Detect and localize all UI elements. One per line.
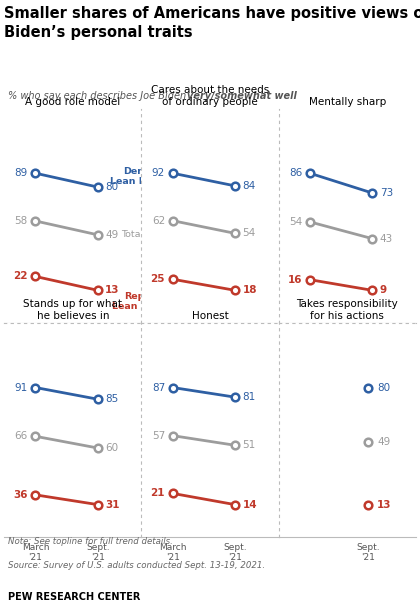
Text: Note: See topline for full trend details.: Note: See topline for full trend details… [8,537,173,546]
Text: 80: 80 [105,182,118,192]
Text: 66: 66 [15,431,28,441]
Text: 84: 84 [242,181,256,191]
Text: Source: Survey of U.S. adults conducted Sept. 13-19, 2021.: Source: Survey of U.S. adults conducted … [8,561,265,570]
Text: 18: 18 [242,285,257,295]
Title: A good role model: A good role model [25,97,121,107]
Text: 13: 13 [105,285,120,295]
Title: Cares about the needs
of ordinary people: Cares about the needs of ordinary people [151,85,269,107]
Text: 89: 89 [15,168,28,178]
Text: 85: 85 [105,394,118,404]
Text: 80: 80 [377,383,390,392]
Text: 51: 51 [242,440,256,450]
Title: Takes responsibility
for his actions: Takes responsibility for his actions [297,299,398,321]
Text: 22: 22 [13,272,28,282]
Text: 86: 86 [289,168,302,178]
Text: 62: 62 [152,216,165,225]
Text: % who say each describes Joe Biden: % who say each describes Joe Biden [8,91,189,101]
Title: Stands up for what
he believes in: Stands up for what he believes in [23,299,122,321]
Text: 57: 57 [152,431,165,440]
Text: 36: 36 [13,490,28,500]
Title: Honest: Honest [192,311,228,321]
Text: 21: 21 [151,488,165,498]
Text: 92: 92 [152,168,165,178]
Text: 25: 25 [151,274,165,284]
Text: Smaller shares of Americans have positive views of
Biden’s personal traits: Smaller shares of Americans have positiv… [4,6,420,40]
Title: Mentally sharp: Mentally sharp [309,97,386,107]
Text: 73: 73 [380,188,393,198]
Text: Rep/
Lean Rep: Rep/ Lean Rep [112,292,161,311]
Text: Total: Total [121,230,143,240]
Text: 49: 49 [105,230,118,240]
Text: 43: 43 [380,233,393,243]
Text: 16: 16 [288,275,302,285]
Text: 91: 91 [15,383,28,392]
Text: 14: 14 [242,500,257,509]
Text: PEW RESEARCH CENTER: PEW RESEARCH CENTER [8,592,141,602]
Text: 87: 87 [152,383,165,392]
Text: Dem/
Lean Dem: Dem/ Lean Dem [110,166,163,185]
Text: 60: 60 [105,443,118,453]
Text: 81: 81 [242,392,256,402]
Text: 54: 54 [289,217,302,227]
Text: 49: 49 [377,437,390,447]
Text: 54: 54 [242,229,256,238]
Text: 9: 9 [380,285,387,295]
Text: 58: 58 [15,216,28,226]
Text: 13: 13 [377,500,391,509]
Text: 31: 31 [105,500,120,509]
Text: very/somewhat well: very/somewhat well [187,91,297,101]
